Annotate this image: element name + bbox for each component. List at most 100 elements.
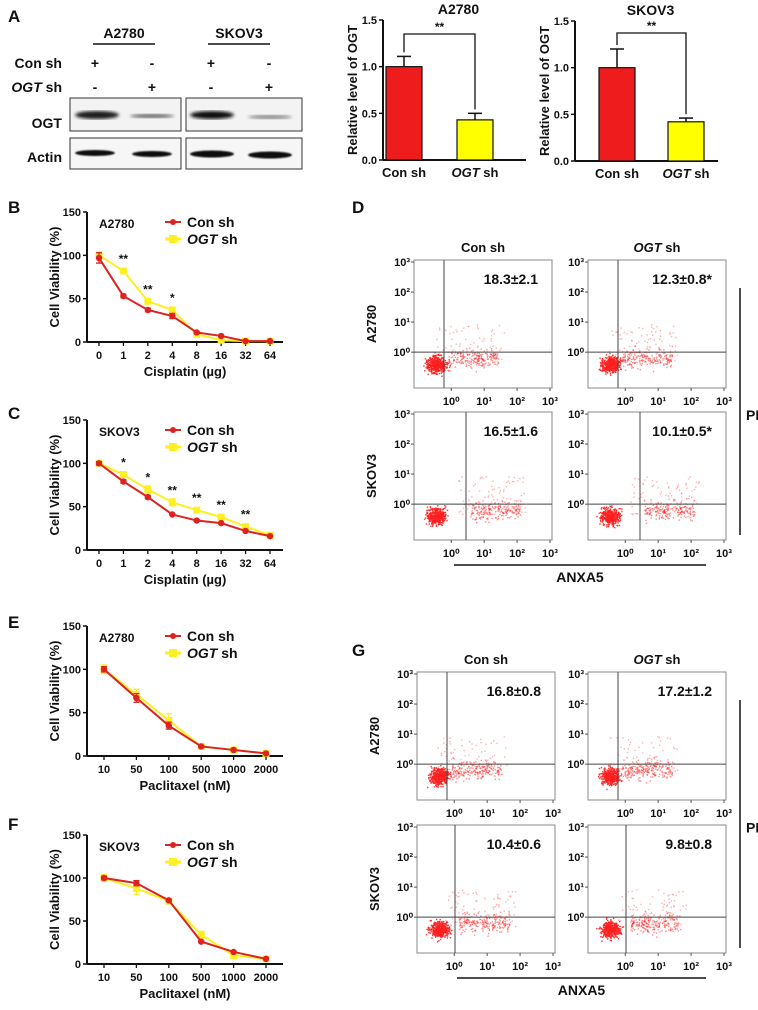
event-dot <box>666 363 668 366</box>
event-dot <box>444 359 447 362</box>
data-point-con-sh <box>133 879 140 887</box>
event-dot <box>661 766 664 768</box>
event-dot <box>491 489 494 491</box>
event-dot <box>430 509 432 511</box>
event-dot <box>606 361 609 363</box>
event-dot <box>431 367 433 370</box>
event-dot <box>442 786 444 788</box>
event-dot <box>676 504 679 506</box>
event-dot <box>460 773 463 775</box>
event-dot <box>483 766 485 768</box>
event-dot <box>655 513 658 516</box>
event-dot <box>459 772 461 775</box>
event-dot <box>658 517 660 519</box>
event-dot <box>644 768 646 770</box>
event-dot <box>474 766 476 768</box>
event-dot <box>670 336 673 338</box>
event-dot <box>674 336 677 339</box>
event-dot <box>436 509 438 512</box>
chart-title: SKOV3 <box>99 425 140 439</box>
significance-label: ** <box>192 491 202 505</box>
event-dot <box>621 768 623 770</box>
significance-label: * <box>146 470 151 484</box>
event-dot <box>497 358 500 360</box>
event-dot <box>438 775 441 777</box>
event-dot <box>601 365 604 367</box>
event-dot <box>674 770 677 772</box>
event-dot <box>441 360 443 363</box>
event-dot <box>437 777 440 779</box>
event-dot <box>497 362 500 364</box>
event-dot <box>509 498 512 500</box>
event-dot <box>475 744 478 747</box>
event-dot <box>676 486 679 488</box>
event-dot <box>459 770 462 772</box>
event-dot <box>667 359 669 361</box>
event-dot <box>667 517 669 519</box>
x-axis-label: Cisplatin (µg) <box>144 572 227 587</box>
event-dot <box>438 773 441 775</box>
event-dot <box>654 768 657 770</box>
event-dot <box>629 741 632 743</box>
event-dot <box>604 518 607 521</box>
event-dot <box>625 359 627 361</box>
event-dot <box>486 353 488 355</box>
y-tick-label: 10² <box>397 699 413 711</box>
event-dot <box>488 770 490 772</box>
y-axis-label: Cell Viability (%) <box>47 849 62 950</box>
event-dot <box>605 520 607 522</box>
event-dot <box>451 764 454 766</box>
event-dot <box>441 524 443 527</box>
event-dot <box>475 509 478 512</box>
row-label-con-sh: Con sh <box>15 55 62 71</box>
event-dot <box>626 350 628 352</box>
event-dot <box>466 767 469 770</box>
event-dot <box>437 786 439 789</box>
event-dot <box>482 771 484 773</box>
event-dot <box>646 774 649 776</box>
x-tick-label: 16 <box>215 558 227 570</box>
event-dot <box>625 767 628 769</box>
event-dot <box>615 521 617 523</box>
event-dot <box>611 357 613 360</box>
event-dot <box>508 517 511 519</box>
event-dot <box>637 770 639 772</box>
event-dot <box>612 778 615 780</box>
event-dot <box>605 517 608 519</box>
event-dot <box>636 762 639 764</box>
event-dot <box>430 782 432 784</box>
event-dot <box>611 767 614 769</box>
event-dot <box>456 357 459 359</box>
event-dot <box>439 519 442 522</box>
event-dot <box>473 354 475 356</box>
event-dot <box>438 515 440 518</box>
event-dot <box>658 515 661 517</box>
event-dot <box>434 358 436 361</box>
event-dot <box>617 754 620 756</box>
event-dot <box>452 331 455 334</box>
event-dot <box>641 354 644 357</box>
event-dot <box>693 514 696 517</box>
event-dot <box>434 357 437 359</box>
event-dot <box>440 781 442 783</box>
event-dot <box>478 765 481 768</box>
event-dot <box>472 505 474 507</box>
event-dot <box>613 356 615 359</box>
significance-label: ** <box>168 483 178 497</box>
event-dot <box>667 507 670 509</box>
event-dot <box>675 488 678 490</box>
event-dot <box>670 359 672 361</box>
event-dot <box>649 346 651 348</box>
event-dot <box>498 486 500 489</box>
plain-part: sh <box>217 854 237 870</box>
event-dot <box>656 481 658 483</box>
event-dot <box>630 364 632 366</box>
event-dot <box>494 357 496 359</box>
event-dot <box>440 513 442 515</box>
event-dot <box>494 353 497 355</box>
event-dot <box>657 508 659 510</box>
event-dot <box>636 767 638 769</box>
event-dot <box>603 507 605 509</box>
event-dot <box>664 514 667 517</box>
event-dot <box>490 347 493 350</box>
